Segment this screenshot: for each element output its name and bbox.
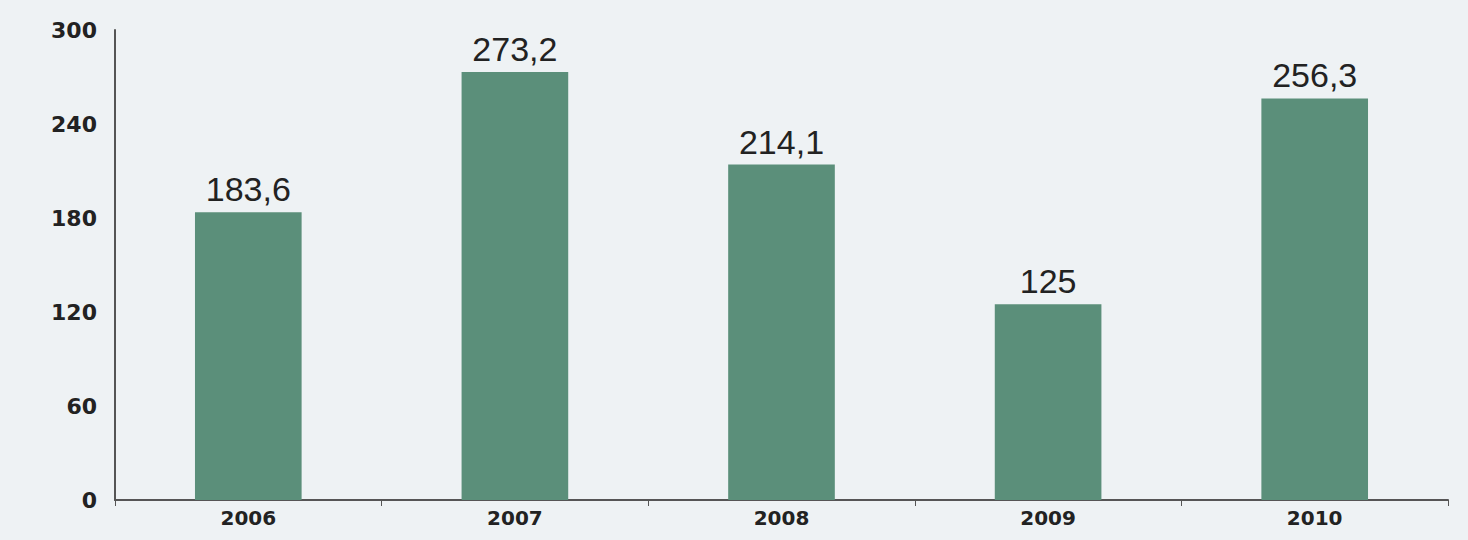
svg-text:214,1: 214,1 xyxy=(739,123,824,161)
svg-text:180: 180 xyxy=(51,206,97,231)
svg-text:120: 120 xyxy=(51,300,97,325)
svg-text:183,6: 183,6 xyxy=(206,170,291,208)
svg-text:2007: 2007 xyxy=(487,506,543,530)
svg-text:0: 0 xyxy=(82,488,97,513)
svg-text:300: 300 xyxy=(51,18,97,43)
svg-text:256,3: 256,3 xyxy=(1272,56,1357,94)
svg-text:60: 60 xyxy=(66,394,97,419)
svg-text:2010: 2010 xyxy=(1287,506,1343,530)
svg-text:2006: 2006 xyxy=(220,506,276,530)
svg-text:2009: 2009 xyxy=(1020,506,1076,530)
svg-text:2008: 2008 xyxy=(754,506,810,530)
svg-text:240: 240 xyxy=(51,112,97,137)
svg-text:273,2: 273,2 xyxy=(472,30,557,68)
svg-text:125: 125 xyxy=(1020,262,1077,300)
